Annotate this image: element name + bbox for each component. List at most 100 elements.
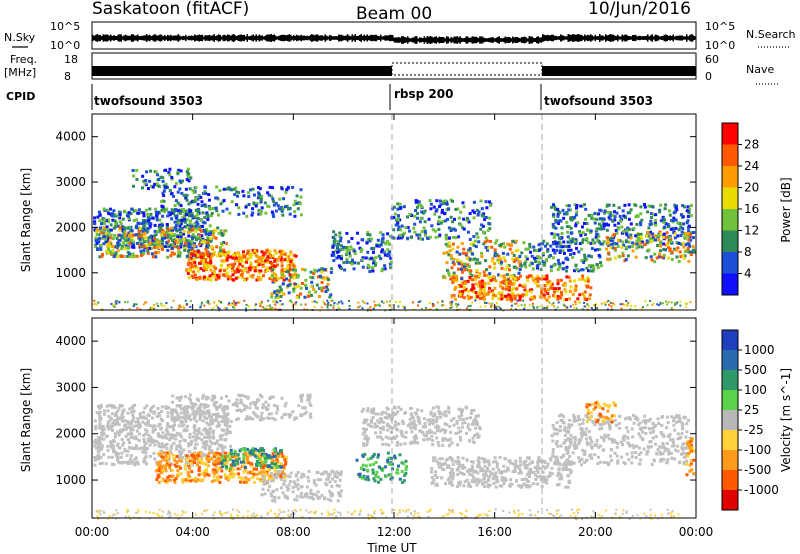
nsky-mark (626, 34, 628, 42)
range-cell (185, 303, 188, 306)
range-cell (279, 256, 283, 260)
nsky-mark (527, 38, 529, 42)
range-cell (200, 456, 204, 460)
nsky-mark (503, 37, 505, 43)
range-cell (648, 230, 652, 234)
range-cell (148, 243, 152, 247)
range-cell (151, 185, 155, 189)
range-cell (105, 225, 109, 229)
range-cell (93, 444, 97, 448)
range-cell (100, 447, 104, 451)
range-cell (669, 238, 673, 242)
range-cell (205, 436, 209, 440)
range-cell (510, 307, 513, 310)
range-cell (207, 193, 211, 197)
range-cell (607, 203, 611, 207)
range-cell (171, 209, 175, 213)
range-cell (274, 307, 277, 310)
range-cell (587, 214, 591, 218)
range-cell (436, 222, 440, 226)
range-cell (182, 429, 186, 433)
colorbar-tick-label: 8 (744, 245, 752, 259)
range-cell (207, 432, 211, 436)
range-cell (560, 226, 564, 230)
range-cell (235, 418, 239, 422)
nsky-mark (264, 35, 266, 41)
range-cell (339, 239, 343, 243)
range-cell (286, 264, 290, 268)
range-cell (122, 441, 126, 445)
range-cell (394, 223, 398, 227)
range-cell (545, 299, 548, 302)
range-cell (104, 237, 108, 241)
range-cell (164, 479, 168, 483)
range-cell (174, 433, 178, 437)
range-cell (112, 450, 116, 454)
range-cell (158, 435, 162, 439)
range-cell (520, 304, 523, 307)
range-cell (479, 227, 483, 231)
range-cell (654, 223, 658, 227)
range-cell (609, 245, 613, 249)
range-cell (111, 248, 115, 252)
range-cell (174, 477, 178, 481)
nsky-mark (624, 34, 626, 42)
range-cell (444, 242, 448, 246)
range-cell (165, 432, 169, 436)
range-cell (94, 236, 98, 240)
range-cell (214, 464, 218, 468)
range-cell (544, 289, 548, 293)
range-cell (280, 291, 284, 295)
range-cell (179, 407, 183, 411)
range-cell (157, 240, 161, 244)
range-cell (646, 304, 649, 307)
range-cell (630, 304, 633, 307)
range-cell (448, 244, 452, 248)
nsky-mark (234, 35, 236, 41)
range-cell (571, 303, 574, 306)
range-cell (579, 204, 583, 208)
range-cell (416, 212, 420, 216)
range-cell (172, 433, 176, 437)
nsky-mark (600, 35, 602, 41)
range-cell (568, 297, 572, 301)
range-cell (111, 237, 115, 241)
range-cell (138, 226, 142, 230)
range-cell (148, 424, 152, 428)
range-cell (635, 239, 639, 243)
range-cell (205, 416, 209, 420)
range-cell (280, 208, 284, 212)
range-cell (605, 247, 609, 251)
nsky-mark (614, 35, 616, 41)
range-cell (94, 226, 98, 230)
range-cell (498, 258, 502, 262)
range-cell (113, 435, 117, 439)
range-cell (558, 211, 562, 215)
range-cell (339, 257, 343, 261)
range-cell (383, 264, 387, 268)
range-cell (131, 252, 135, 256)
range-cell (640, 218, 644, 222)
range-cell (375, 244, 379, 248)
range-cell (679, 225, 683, 229)
nsky-mark (308, 36, 310, 40)
nsky-mark (338, 34, 340, 42)
range-cell (518, 283, 522, 287)
range-cell (184, 395, 188, 399)
range-cell (592, 265, 596, 269)
range-cell (223, 306, 226, 309)
range-cell (186, 263, 190, 267)
range-cell (449, 228, 453, 232)
range-cell (458, 292, 462, 296)
range-cell (207, 238, 211, 242)
range-cell (647, 204, 651, 208)
range-cell (564, 244, 568, 248)
range-cell (357, 301, 360, 304)
range-cell (189, 257, 193, 261)
range-cell (308, 402, 312, 406)
range-cell (340, 254, 344, 258)
range-cell (144, 447, 148, 451)
range-cell (97, 237, 101, 241)
range-cell (605, 236, 609, 240)
range-cell (468, 247, 472, 251)
